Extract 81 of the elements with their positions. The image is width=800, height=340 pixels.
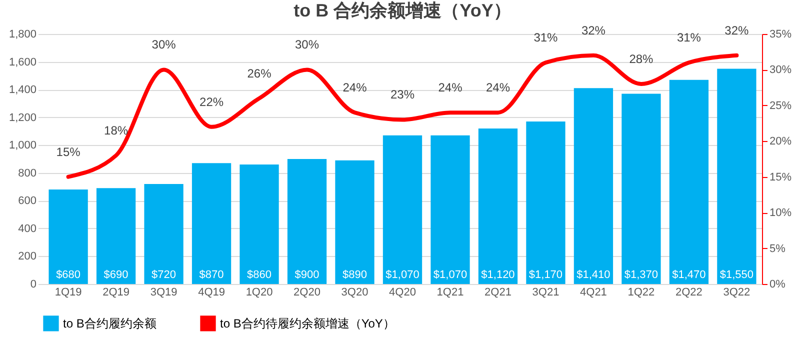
y-tick-label: 600 [18, 195, 36, 208]
data-label: $890 [342, 269, 367, 281]
x-tick-label: 4Q19 [198, 286, 225, 298]
data-label: 30% [152, 38, 176, 52]
y-tick-label: 0 [30, 278, 36, 290]
bar [717, 68, 756, 284]
data-label: $690 [104, 269, 128, 281]
data-label: 31% [534, 30, 558, 45]
data-label: 24% [438, 80, 463, 95]
data-label: 32% [724, 23, 750, 38]
data-label: $1,070 [433, 269, 468, 281]
data-label: $720 [152, 269, 176, 281]
data-label: $870 [199, 269, 224, 281]
data-label: $1,370 [624, 269, 658, 281]
data-label: $680 [56, 269, 81, 281]
y-tick-label: 1,400 [8, 84, 36, 96]
x-tick-label: 2Q19 [102, 286, 130, 298]
y-tick-label: 200 [18, 250, 36, 263]
bar [96, 188, 136, 284]
bar [622, 94, 661, 284]
bar [526, 122, 566, 284]
data-label: $900 [294, 269, 320, 281]
data-label: $1,170 [528, 269, 563, 281]
data-label: 18% [104, 123, 128, 138]
y-tick-label: 400 [18, 222, 36, 235]
data-label: $1,120 [481, 269, 515, 281]
data-label: 32% [581, 23, 606, 38]
y-tick-label: 1,800 [8, 28, 36, 40]
bar [48, 190, 88, 284]
data-label: $1,410 [576, 269, 610, 281]
data-label: $1,070 [386, 269, 420, 281]
legend-label: to B合约履约余额 [63, 316, 156, 330]
x-tick-label: 1Q22 [628, 286, 655, 298]
bar [430, 135, 470, 284]
bar [574, 88, 614, 284]
data-label: 31% [676, 30, 702, 45]
x-tick-label: 3Q21 [532, 286, 560, 298]
data-label: 30% [295, 38, 320, 52]
bar [335, 160, 374, 284]
y2-tick-label: 0% [770, 278, 786, 290]
x-tick-label: 2Q21 [484, 286, 512, 298]
bar [669, 80, 709, 284]
legend-label: to B合约待履约余额增速（YoY） [220, 316, 395, 330]
bar [478, 128, 518, 284]
y2-tick-label: 35% [770, 28, 792, 40]
x-tick-label: 3Q20 [341, 286, 368, 298]
bar [287, 159, 327, 284]
y2-tick-label: 10% [770, 207, 792, 220]
x-tick-label: 1Q21 [436, 286, 464, 298]
y-tick-label: 1,200 [8, 112, 36, 124]
data-label: $1,550 [720, 269, 754, 281]
y2-tick-label: 5% [770, 242, 786, 255]
y-tick-label: 1,600 [8, 56, 36, 68]
x-tick-label: 1Q19 [54, 286, 82, 298]
data-label: 28% [629, 52, 654, 66]
x-tick-label: 1Q20 [246, 286, 273, 298]
x-tick-label: 4Q21 [580, 286, 607, 298]
data-label: 22% [200, 94, 224, 109]
x-tick-label: 2Q22 [675, 286, 702, 298]
y-tick-label: 800 [18, 167, 36, 180]
y-tick-label: 1,000 [8, 140, 36, 152]
x-tick-label: 3Q22 [723, 286, 750, 298]
x-tick-label: 2Q20 [294, 286, 320, 298]
y2-tick-label: 25% [770, 100, 792, 112]
data-label: 26% [247, 66, 272, 80]
data-label: $1,470 [672, 269, 706, 281]
data-label: 15% [56, 144, 81, 159]
y2-tick-label: 15% [770, 171, 792, 184]
bar [382, 135, 422, 284]
data-label: 23% [390, 88, 415, 102]
data-label: 24% [486, 80, 510, 95]
bar [240, 164, 279, 284]
x-tick-label: 4Q20 [389, 286, 416, 298]
bar [144, 184, 184, 284]
x-tick-label: 3Q19 [150, 286, 178, 298]
chart-title: to B 合约余额增速（YoY） [294, 0, 512, 20]
y2-tick-label: 30% [770, 64, 792, 76]
y2-tick-label: 20% [770, 136, 792, 148]
data-label: $860 [247, 269, 272, 281]
data-label: 24% [342, 80, 368, 95]
bar [192, 163, 232, 284]
